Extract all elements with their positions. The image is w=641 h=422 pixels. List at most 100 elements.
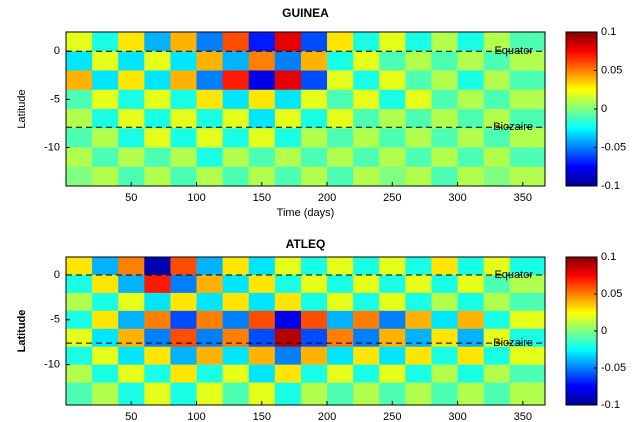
heat-cell — [457, 382, 485, 406]
heat-cell — [248, 257, 276, 276]
heat-cell — [248, 364, 276, 384]
heat-cell — [457, 32, 485, 52]
heat-cell — [170, 51, 198, 71]
heat-cell — [457, 292, 485, 312]
heat-cell — [248, 274, 276, 294]
heat-cell — [353, 128, 380, 148]
heat-cell — [353, 292, 380, 312]
heat-cell — [92, 70, 119, 91]
heat-cell — [353, 328, 380, 348]
heat-cell — [509, 89, 546, 110]
heat-cell — [92, 147, 119, 168]
y-tick-label: -5 — [50, 314, 60, 326]
colorbar-tick-label: 0.05 — [601, 288, 622, 300]
heat-cell — [509, 364, 546, 384]
heat-cell — [327, 382, 354, 406]
heat-cell — [457, 346, 485, 366]
colorbar-tick-label: 0 — [601, 325, 607, 337]
heat-cell — [405, 51, 432, 71]
heat-cell — [196, 274, 224, 294]
heat-cell — [274, 70, 302, 91]
heat-cell — [509, 51, 546, 71]
heat-cell — [509, 328, 546, 348]
heat-cell — [457, 274, 485, 294]
heat-cell — [300, 364, 328, 384]
heat-cell — [274, 166, 302, 187]
heat-cell — [327, 346, 354, 366]
heat-cell — [483, 32, 511, 52]
heat-cell — [509, 274, 546, 294]
heat-cell — [92, 382, 119, 406]
y-tick-label: -5 — [50, 93, 60, 105]
colorbar — [565, 31, 598, 187]
heat-cell — [379, 166, 406, 187]
y-tick-label: 0 — [54, 269, 60, 281]
heat-cell — [248, 128, 276, 148]
colorbar-tick-label: 0.05 — [601, 64, 622, 76]
heat-cell — [92, 274, 119, 294]
heat-cell — [405, 257, 432, 276]
heat-cell — [144, 89, 171, 110]
heat-cell — [170, 364, 198, 384]
heat-cell — [66, 346, 93, 366]
heat-cell — [457, 364, 485, 384]
heat-cell — [144, 32, 171, 52]
heat-cell — [431, 51, 459, 71]
heat-cell — [274, 257, 302, 276]
heat-cell — [379, 364, 406, 384]
heat-cell — [222, 89, 250, 110]
colorbar-tick-label: 0.1 — [601, 251, 616, 263]
heat-cell — [222, 128, 250, 148]
heat-cell — [379, 257, 406, 276]
heat-cell — [327, 32, 354, 52]
heat-cell — [483, 166, 511, 187]
heat-cell — [118, 364, 145, 384]
heat-cell — [457, 89, 485, 110]
heat-cell — [170, 128, 198, 148]
heat-cell — [483, 310, 511, 330]
heat-cell — [300, 292, 328, 312]
heat-cell — [483, 51, 511, 71]
heat-cell — [66, 382, 93, 406]
heat-cell — [170, 274, 198, 294]
heat-cell — [457, 128, 485, 148]
heat-cell — [509, 346, 546, 366]
heat-cell — [274, 328, 302, 348]
heat-cell — [144, 147, 171, 168]
heat-cell — [196, 89, 224, 110]
heat-cell — [118, 292, 145, 312]
heat-cell — [248, 89, 276, 110]
heat-cell — [405, 166, 432, 187]
heat-cell — [509, 382, 546, 406]
heat-cell — [509, 257, 546, 276]
heat-cell — [300, 32, 328, 52]
x-tick-label: 100 — [187, 411, 205, 422]
heat-cell — [457, 51, 485, 71]
heat-cell — [457, 70, 485, 91]
heat-cell — [379, 109, 406, 129]
heat-cell — [405, 382, 432, 406]
heat-cell — [170, 89, 198, 110]
heat-cell — [483, 382, 511, 406]
heat-cell — [222, 346, 250, 366]
heat-cell — [327, 166, 354, 187]
heat-cell — [353, 274, 380, 294]
heat-cell — [405, 346, 432, 366]
heat-cell — [509, 128, 546, 148]
x-tick-label: 350 — [514, 411, 532, 422]
heat-cell — [66, 70, 93, 91]
heat-cell — [196, 328, 224, 348]
y-tick-label: -10 — [44, 359, 60, 371]
heat-cell — [353, 147, 380, 168]
heat-cell — [118, 89, 145, 110]
heat-cell — [353, 89, 380, 110]
heat-cell — [222, 51, 250, 71]
heat-cell — [379, 147, 406, 168]
heat-cell — [92, 89, 119, 110]
heat-cell — [274, 274, 302, 294]
axes-box — [65, 256, 546, 406]
heat-cell — [144, 51, 171, 71]
heat-cell — [66, 109, 93, 129]
heat-cell — [431, 109, 459, 129]
